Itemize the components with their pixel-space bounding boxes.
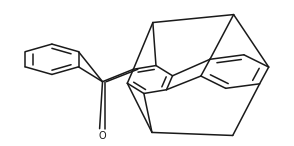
Text: O: O (99, 131, 106, 141)
